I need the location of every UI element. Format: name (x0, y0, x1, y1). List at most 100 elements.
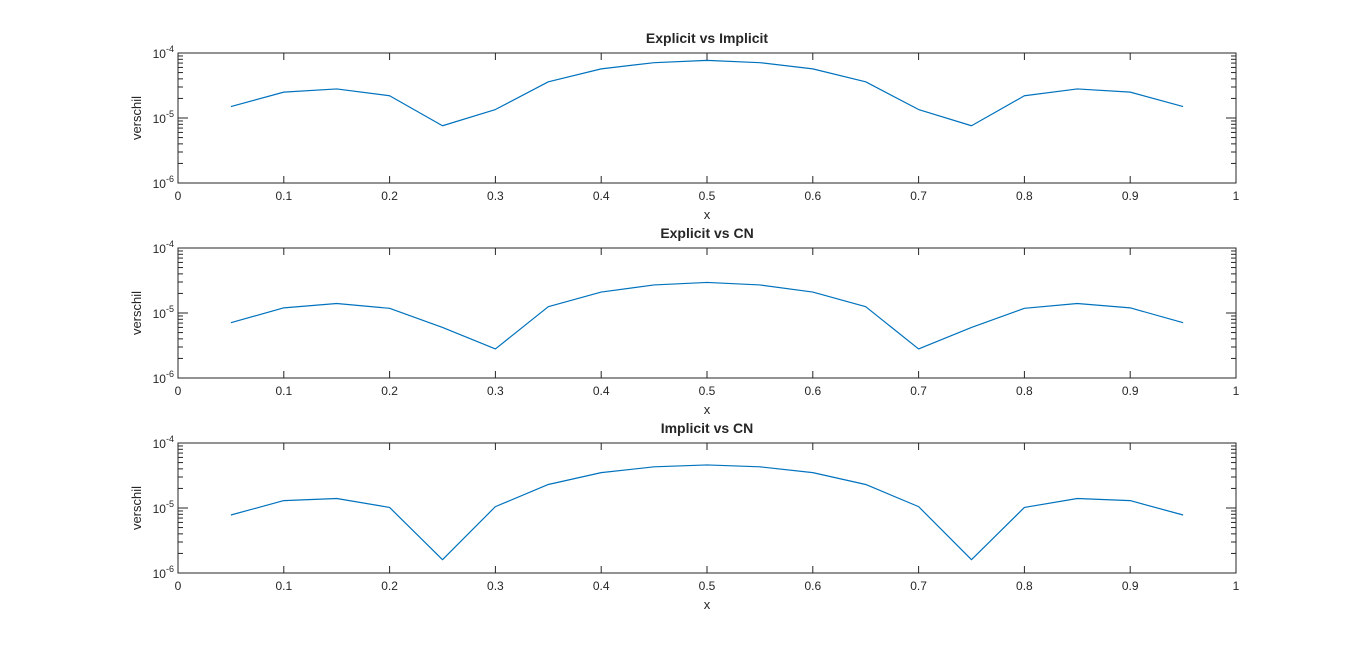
x-tick-label: 1 (1233, 579, 1240, 593)
x-tick-label: 0.7 (910, 384, 927, 398)
x-axis-label: x (704, 207, 711, 222)
data-point (441, 326, 443, 328)
data-point (759, 466, 761, 468)
axes-box (177, 247, 1237, 379)
y-tick-label-base: 10 (153, 567, 167, 581)
data-point (547, 81, 549, 83)
data-point (230, 105, 232, 107)
data-point (812, 471, 814, 473)
axes-box (177, 52, 1237, 184)
data-point (547, 483, 549, 485)
data-point (547, 306, 549, 308)
data-point (970, 125, 972, 127)
data-point (600, 291, 602, 293)
data-point (653, 466, 655, 468)
y-tick-label-base: 10 (153, 307, 167, 321)
data-point (283, 91, 285, 93)
x-tick-label: 1 (1233, 384, 1240, 398)
y-tick-label-exponent: -4 (166, 239, 174, 249)
x-tick-label: 0.3 (487, 189, 504, 203)
x-tick-label: 0.7 (910, 579, 927, 593)
data-point (1023, 307, 1025, 309)
data-point (1182, 105, 1184, 107)
x-tick-label: 0.9 (1122, 384, 1139, 398)
data-point (1129, 499, 1131, 501)
x-tick-label: 0.5 (699, 384, 716, 398)
data-point (970, 326, 972, 328)
x-tick-label: 0 (175, 189, 182, 203)
subplot-2: 0 0.1 0.2 0.3 0.4 0.5 0.6 0.7 0.8 0.9 110-610-510-… (129, 225, 1240, 417)
y-tick-label-base: 10 (153, 47, 167, 61)
x-tick-label: 0.9 (1122, 189, 1139, 203)
data-point (1129, 307, 1131, 309)
y-axis-label: verschil (129, 291, 144, 335)
x-tick-label: 0.2 (381, 579, 398, 593)
x-tick-label: 0.2 (381, 384, 398, 398)
data-point (706, 281, 708, 283)
x-tick-label: 0.5 (699, 579, 716, 593)
x-tick-label: 0.8 (1016, 189, 1033, 203)
data-point (865, 81, 867, 83)
x-tick-label: 0.3 (487, 384, 504, 398)
x-tick-label: 0.5 (699, 189, 716, 203)
data-point (1129, 91, 1131, 93)
data-point (706, 464, 708, 466)
data-point (283, 307, 285, 309)
y-tick-label-base: 10 (153, 502, 167, 516)
y-tick-label-exponent: -6 (166, 174, 174, 184)
x-tick-label: 0.6 (804, 579, 821, 593)
data-point (600, 68, 602, 70)
data-point (653, 284, 655, 286)
series-line (230, 281, 1184, 350)
y-tick-label: 10-6 (153, 369, 174, 386)
y-axis-label: verschil (129, 486, 144, 530)
data-point (1076, 497, 1078, 499)
data-point (759, 61, 761, 63)
data-point (917, 108, 919, 110)
x-tick-label: 0.4 (593, 579, 610, 593)
x-tick-label: 0.3 (487, 579, 504, 593)
data-point (388, 506, 390, 508)
x-tick-label: 0.4 (593, 384, 610, 398)
x-tick-label: 0.6 (804, 189, 821, 203)
chart-title: Explicit vs Implicit (646, 30, 768, 46)
y-axis-label: verschil (129, 96, 144, 140)
x-tick-label: 1 (1233, 189, 1240, 203)
y-tick-label-base: 10 (153, 112, 167, 126)
series-line (230, 464, 1184, 561)
y-tick-label: 10-6 (153, 564, 174, 581)
data-point (336, 302, 338, 304)
x-axis-label: x (704, 402, 711, 417)
subplot-1: 0 0.1 0.2 0.3 0.4 0.5 0.6 0.7 0.8 0.9 110-610-510-… (129, 30, 1240, 222)
y-tick-label-base: 10 (153, 437, 167, 451)
data-point (970, 559, 972, 561)
x-tick-label: 0.2 (381, 189, 398, 203)
y-tick-label-exponent: -6 (166, 564, 174, 574)
subplot-3: 0 0.1 0.2 0.3 0.4 0.5 0.6 0.7 0.8 0.9 110-610-510-… (129, 420, 1240, 612)
y-tick-label-exponent: -4 (166, 44, 174, 54)
axes-box (177, 442, 1237, 574)
data-point (388, 307, 390, 309)
y-tick-label-base: 10 (153, 372, 167, 386)
x-tick-label: 0 (175, 579, 182, 593)
chart-title: Explicit vs CN (660, 225, 753, 241)
data-point (759, 284, 761, 286)
data-point (494, 108, 496, 110)
data-point (494, 505, 496, 507)
data-point (653, 61, 655, 63)
data-point (494, 348, 496, 350)
data-point (388, 95, 390, 97)
y-tick-label-base: 10 (153, 177, 167, 191)
data-point (1023, 506, 1025, 508)
data-point (1076, 88, 1078, 90)
x-tick-label: 0 (175, 384, 182, 398)
data-point (917, 505, 919, 507)
data-point (865, 483, 867, 485)
data-point (336, 497, 338, 499)
chart-title: Implicit vs CN (661, 420, 754, 436)
y-tick-label-exponent: -4 (166, 434, 174, 444)
data-point (230, 514, 232, 516)
y-tick-label: 10-4 (153, 44, 174, 61)
